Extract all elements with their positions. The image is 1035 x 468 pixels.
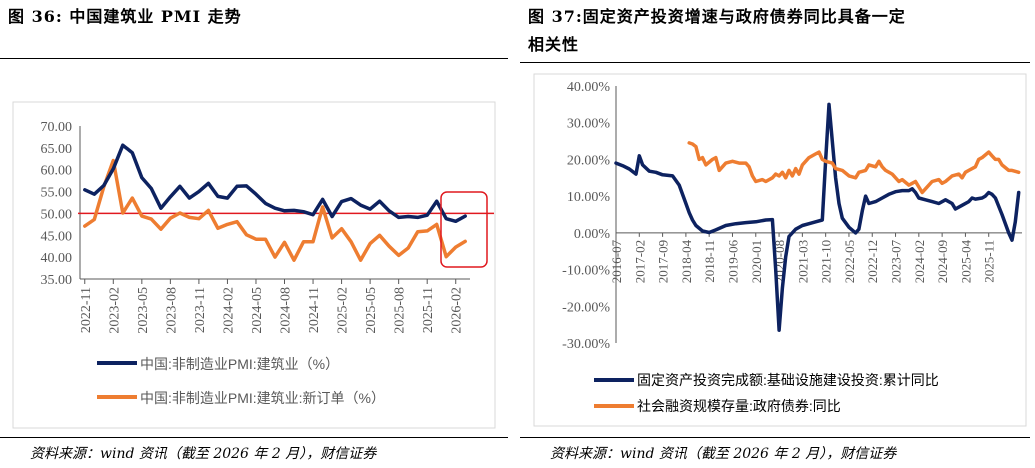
left-chart: 70.00 65.00 60.00 55.00 50.00 45.00 40.00 35.00…	[12, 101, 496, 429]
left-x-tick-label: 2025-08	[393, 287, 408, 334]
right-series-gov-bonds	[687, 141, 1021, 195]
right-x-tick-label: 2016-07	[609, 239, 624, 283]
right-chart: 40.00% 30.00% 20.00% 10.00% 0.00% -10.00% -20.…	[533, 73, 1027, 427]
right-y-tick-label: -20.00%	[562, 300, 610, 315]
right-bottom-rule	[520, 437, 1030, 438]
left-source-note: 资料来源：wind 资讯（截至 2026 年 2 月），财信证券	[30, 446, 377, 462]
left-x-tick-label: 2023-08	[164, 287, 179, 334]
left-x-tick-label: 2022-11	[79, 287, 94, 333]
right-y-tick-label: -10.00%	[562, 264, 610, 279]
left-x-tick-label: 2025-05	[364, 287, 379, 334]
left-x-tick-label: 2025-11	[421, 287, 436, 333]
right-figure-title-line1: 图 37:固定资产投资增速与政府债券同比具备一定	[528, 7, 906, 26]
right-chart-frame	[533, 73, 1027, 427]
right-x-tick-label: 2017-09	[656, 240, 671, 283]
right-x-tick-label: 2023-07	[889, 239, 904, 283]
right-y-tick-label: 30.00%	[567, 117, 611, 132]
left-chart-frame	[12, 101, 496, 429]
right-y-tick-label: 0.00%	[574, 227, 611, 242]
right-series-infra-investment	[614, 102, 1021, 332]
right-y-axis: 40.00% 30.00% 20.00% 10.00% 0.00% -10.00% -20.…	[562, 80, 617, 352]
left-x-tick-label: 2024-02	[221, 287, 236, 334]
left-y-tick-label: 35.00	[41, 273, 73, 288]
left-x-tick-label: 2023-11	[193, 287, 208, 333]
left-figure: 图 36: 中国建筑业 PMI 走势 70.00 65.00 60.00 55.00 5…	[0, 0, 508, 468]
right-source-note: 资料来源：wind 资讯（截至 2026 年 2 月），财信证券	[550, 446, 897, 462]
right-y-tick-label: 10.00%	[567, 190, 611, 205]
legend-label-construction-pmi: 中国:非制造业PMI:建筑业（%）	[140, 356, 339, 372]
left-x-tick-label: 2024-05	[250, 287, 265, 334]
right-x-tick-label: 2025-11	[982, 240, 997, 283]
right-figure-title-line2: 相关性	[528, 35, 580, 54]
left-x-tick-label: 2025-02	[336, 287, 351, 334]
right-top-rule	[520, 62, 1030, 63]
legend-label-gov-bonds: 社会融资规模存量:政府债券:同比	[637, 398, 841, 414]
right-x-tick-label: 2019-06	[725, 239, 740, 283]
left-series-new-orders	[83, 158, 467, 262]
right-x-tick-label: 2017-02	[632, 240, 647, 283]
left-y-tick-label: 65.00	[41, 142, 73, 157]
left-top-rule	[0, 58, 508, 59]
left-y-tick-label: 70.00	[41, 120, 73, 135]
right-x-tick-label: 2024-09	[935, 240, 950, 283]
left-x-tick-label: 2023-05	[136, 287, 151, 334]
right-x-tick-label: 2021-03	[795, 240, 810, 283]
right-x-tick-label: 2018-04	[679, 239, 694, 283]
left-x-tick-label: 2023-02	[107, 287, 122, 334]
right-x-tick-label: 2024-02	[912, 240, 927, 283]
left-y-tick-label: 45.00	[41, 229, 73, 244]
left-highlight-box	[440, 191, 488, 268]
right-y-tick-label: 40.00%	[567, 80, 611, 95]
right-legend: 固定资产投资完成额:基础设施建设投资:累计同比 社会融资规模存量:政府债券:同比	[594, 372, 939, 414]
left-x-axis: 2022-11 2023-02 2023-05 2023-08 2023-11 2024-…	[79, 278, 470, 334]
right-figure: 图 37:固定资产投资增速与政府债券同比具备一定 相关性 40.00% 30.00…	[520, 0, 1035, 468]
left-series-construction-pmi	[83, 143, 467, 224]
right-x-tick-label: 2022-05	[842, 240, 857, 283]
left-y-tick-label: 55.00	[41, 186, 73, 201]
right-x-tick-label: 2022-12	[865, 240, 880, 283]
right-x-tick-label: 2018-11	[702, 240, 717, 283]
legend-label-infra-investment: 固定资产投资完成额:基础设施建设投资:累计同比	[637, 372, 939, 388]
right-x-axis: 2016-07 2017-02 2017-09 2018-04 2018-11 2019-…	[609, 232, 1022, 283]
right-x-tick-label: 2021-10	[819, 240, 834, 283]
left-y-axis: 70.00 65.00 60.00 55.00 50.00 45.00 40.00 35.00	[41, 120, 81, 288]
left-figure-title: 图 36: 中国建筑业 PMI 走势	[8, 7, 242, 26]
left-bottom-rule	[0, 437, 508, 438]
left-x-tick-label: 2024-08	[279, 287, 294, 334]
right-series-lines	[614, 102, 1021, 332]
right-x-tick-label: 2025-04	[958, 239, 973, 283]
right-y-tick-label: -30.00%	[562, 337, 610, 352]
left-y-tick-label: 40.00	[41, 251, 73, 266]
right-y-tick-label: 20.00%	[567, 153, 611, 168]
left-series-lines	[83, 143, 467, 262]
left-y-tick-label: 60.00	[41, 164, 73, 179]
left-legend: 中国:非制造业PMI:建筑业（%） 中国:非制造业PMI:建筑业:新订单（%）	[97, 356, 385, 406]
right-x-tick-label: 2020-01	[749, 240, 764, 283]
left-x-tick-label: 2024-11	[307, 287, 322, 333]
legend-label-new-orders: 中国:非制造业PMI:建筑业:新订单（%）	[140, 390, 385, 406]
left-y-tick-label: 50.00	[41, 207, 73, 222]
left-x-tick-label: 2026-02	[450, 287, 465, 334]
